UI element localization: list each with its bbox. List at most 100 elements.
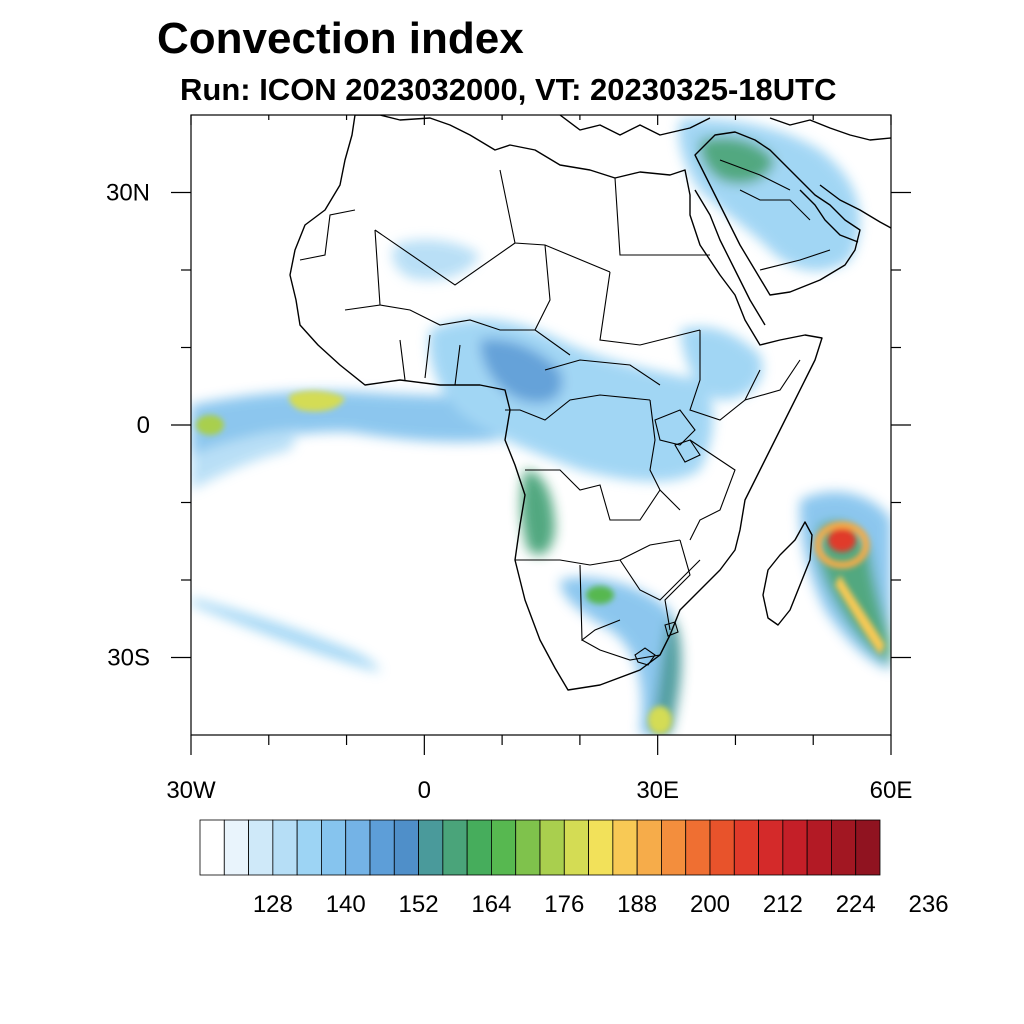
convection-hotspot-cyclone-tail	[835, 575, 885, 655]
colorbar-swatch	[612, 819, 638, 876]
colorbar-swatch	[442, 819, 468, 876]
colorbar-label: 176	[544, 891, 584, 918]
iran-coast	[819, 184, 891, 229]
colorbar-swatch	[248, 819, 274, 876]
convection-congo-core	[480, 339, 563, 404]
border-algeria-niger	[374, 229, 516, 286]
convection-field	[191, 118, 891, 735]
colorbar-swatch	[685, 819, 711, 876]
convection-southern-africa	[560, 577, 675, 735]
border-drc-east	[649, 399, 681, 511]
convection-hotspot-cyclone-ring	[814, 521, 870, 569]
colorbar-labels: 128 140 152 164 176 188 200 212 224 236	[253, 891, 949, 918]
axis-tick-labels: 30W 0 30E 60E 30N 0 30S	[106, 180, 912, 805]
border-west-africa	[399, 334, 461, 386]
x-tick-label: 30E	[636, 777, 679, 804]
colorbar-label: 236	[909, 891, 949, 918]
colorbar-swatch	[855, 819, 881, 876]
border-sahel-line	[379, 304, 535, 331]
colorbar-swatch	[758, 819, 784, 876]
colorbar-label: 224	[836, 891, 876, 918]
x-tick-label: 30W	[166, 777, 216, 804]
border-botswana-zimbabwe	[619, 559, 701, 601]
colorbar-label: 164	[471, 891, 511, 918]
colorbar-swatch	[806, 819, 832, 876]
border-libya	[499, 169, 611, 273]
colorbar-swatch	[345, 819, 371, 876]
mediterranean-north-coast	[559, 115, 711, 136]
red-sea-east	[694, 189, 766, 326]
madagascar-coastline	[762, 521, 813, 626]
convection-hotspot-itcz	[289, 390, 345, 412]
convection-band-itcz-atlantic	[191, 390, 500, 470]
colorbar-swatch	[199, 819, 225, 876]
colorbar-swatch	[539, 819, 565, 876]
colorbar-swatch	[515, 819, 541, 876]
colorbar-swatch	[733, 819, 759, 876]
colorbar-swatch	[321, 819, 347, 876]
colorbar-swatch	[831, 819, 857, 876]
border-angola-namibia	[515, 539, 681, 566]
colorbar-label: 212	[763, 891, 803, 918]
y-tick-label: 0	[137, 412, 150, 439]
border-iraq	[719, 159, 791, 191]
convection-niger	[392, 239, 480, 281]
border-lake-victoria	[674, 439, 701, 463]
y-tick-label: 30S	[107, 645, 150, 672]
colorbar-label: 140	[326, 891, 366, 918]
colorbar-swatch	[588, 819, 614, 876]
colorbar-swatch	[393, 819, 419, 876]
convection-hotspot-west	[196, 415, 224, 435]
border-somalia	[744, 359, 801, 401]
convection-arabia-core	[699, 136, 775, 184]
border-car	[544, 359, 661, 386]
colorbar-swatch	[636, 819, 662, 876]
arabia-coastline	[694, 131, 861, 296]
colorbar-label: 200	[690, 891, 730, 918]
colorbar-swatch	[709, 819, 735, 876]
border-kenya-tanzania	[689, 439, 736, 541]
border-east-africa	[689, 330, 761, 421]
convection-hotspot-south	[586, 586, 614, 604]
border-saudi	[739, 189, 831, 271]
border-eswatini	[664, 621, 679, 637]
colorbar-swatch	[491, 819, 517, 876]
persian-gulf	[799, 189, 859, 243]
convection-hotspot-mozambique	[648, 706, 672, 734]
y-tick-label: 30N	[106, 180, 150, 207]
x-tick-label: 60E	[870, 777, 913, 804]
country-borders	[299, 159, 831, 666]
colorbar-swatch	[223, 819, 249, 876]
convection-band-south-atlantic	[191, 598, 380, 672]
colorbar	[199, 819, 881, 876]
colorbar-swatch	[272, 819, 298, 876]
convection-ethiopia	[680, 326, 763, 400]
colorbar-label: 152	[399, 891, 439, 918]
colorbar-swatch	[369, 819, 395, 876]
colorbar-label: 188	[617, 891, 657, 918]
border-sahara-west	[299, 209, 356, 261]
colorbar-swatch	[466, 819, 492, 876]
convection-gabon-coast	[520, 470, 555, 555]
border-congo-drc	[505, 394, 651, 421]
border-uganda	[654, 409, 696, 446]
border-sudan-south	[599, 271, 701, 346]
colorbar-swatch	[661, 819, 687, 876]
border-lesotho	[634, 647, 656, 666]
convection-hotspot-cyclone-core	[828, 528, 856, 552]
colorbar-label: 128	[253, 891, 293, 918]
border-namibia-botswana	[579, 564, 621, 642]
colorbar-swatch	[563, 819, 589, 876]
border-chad-sudan	[534, 244, 571, 356]
border-egypt-sudan	[614, 177, 710, 256]
colorbar-swatch	[782, 819, 808, 876]
border-drc-angola	[525, 469, 661, 521]
colorbar-swatch	[418, 819, 444, 876]
chart-title: Convection index	[157, 14, 524, 63]
colorbar-swatch	[296, 819, 322, 876]
axis-ticks	[171, 115, 911, 755]
x-tick-label: 0	[418, 777, 431, 804]
black-sea-coast	[769, 117, 891, 141]
border-mozambique	[664, 539, 691, 631]
